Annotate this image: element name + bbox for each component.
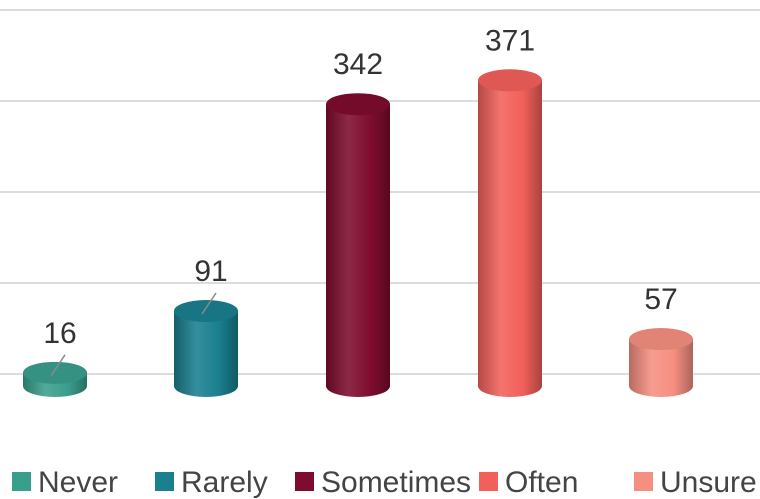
legend-label: Rarely bbox=[181, 466, 268, 499]
leader-line bbox=[50, 354, 66, 377]
bar-top bbox=[326, 93, 390, 116]
bars bbox=[23, 69, 693, 398]
data-label-sometimes: 342 bbox=[333, 48, 383, 81]
bar-unsure bbox=[629, 328, 693, 397]
data-label-never: 16 bbox=[43, 317, 76, 350]
data-labels: 16 91 342 371 57 bbox=[43, 24, 678, 377]
data-label-unsure: 57 bbox=[644, 283, 677, 316]
legend-item-rarely: Rarely bbox=[155, 466, 268, 499]
data-label-often: 371 bbox=[485, 24, 535, 57]
legend-item-sometimes: Sometimes bbox=[295, 466, 471, 499]
legend-swatch bbox=[155, 472, 174, 491]
bar-often bbox=[478, 69, 542, 398]
bar-never bbox=[23, 361, 87, 397]
bar-body bbox=[478, 80, 542, 398]
legend-item-unsure: Unsure bbox=[634, 466, 757, 499]
legend-label: Unsure bbox=[660, 466, 757, 499]
legend-swatch bbox=[12, 472, 31, 491]
legend-label: Often bbox=[505, 466, 578, 499]
legend-swatch bbox=[295, 472, 314, 491]
legend-label: Never bbox=[38, 466, 118, 499]
legend-item-never: Never bbox=[12, 466, 118, 499]
leader-line bbox=[201, 292, 217, 315]
bar-body bbox=[629, 339, 693, 397]
bar-top bbox=[478, 69, 542, 92]
bar-top bbox=[23, 361, 87, 384]
legend-swatch bbox=[634, 472, 653, 491]
legend-label: Sometimes bbox=[321, 466, 471, 499]
data-label-rarely: 91 bbox=[194, 255, 227, 288]
bar-body bbox=[174, 311, 238, 397]
bar-sometimes bbox=[326, 93, 390, 397]
bar-rarely bbox=[174, 300, 238, 397]
bar-top bbox=[629, 328, 693, 351]
legend: Never Rarely Sometimes Often Unsure bbox=[12, 466, 757, 499]
bar-top bbox=[174, 300, 238, 323]
legend-item-often: Often bbox=[479, 466, 578, 499]
legend-swatch bbox=[479, 472, 498, 491]
bar-body bbox=[326, 104, 390, 397]
